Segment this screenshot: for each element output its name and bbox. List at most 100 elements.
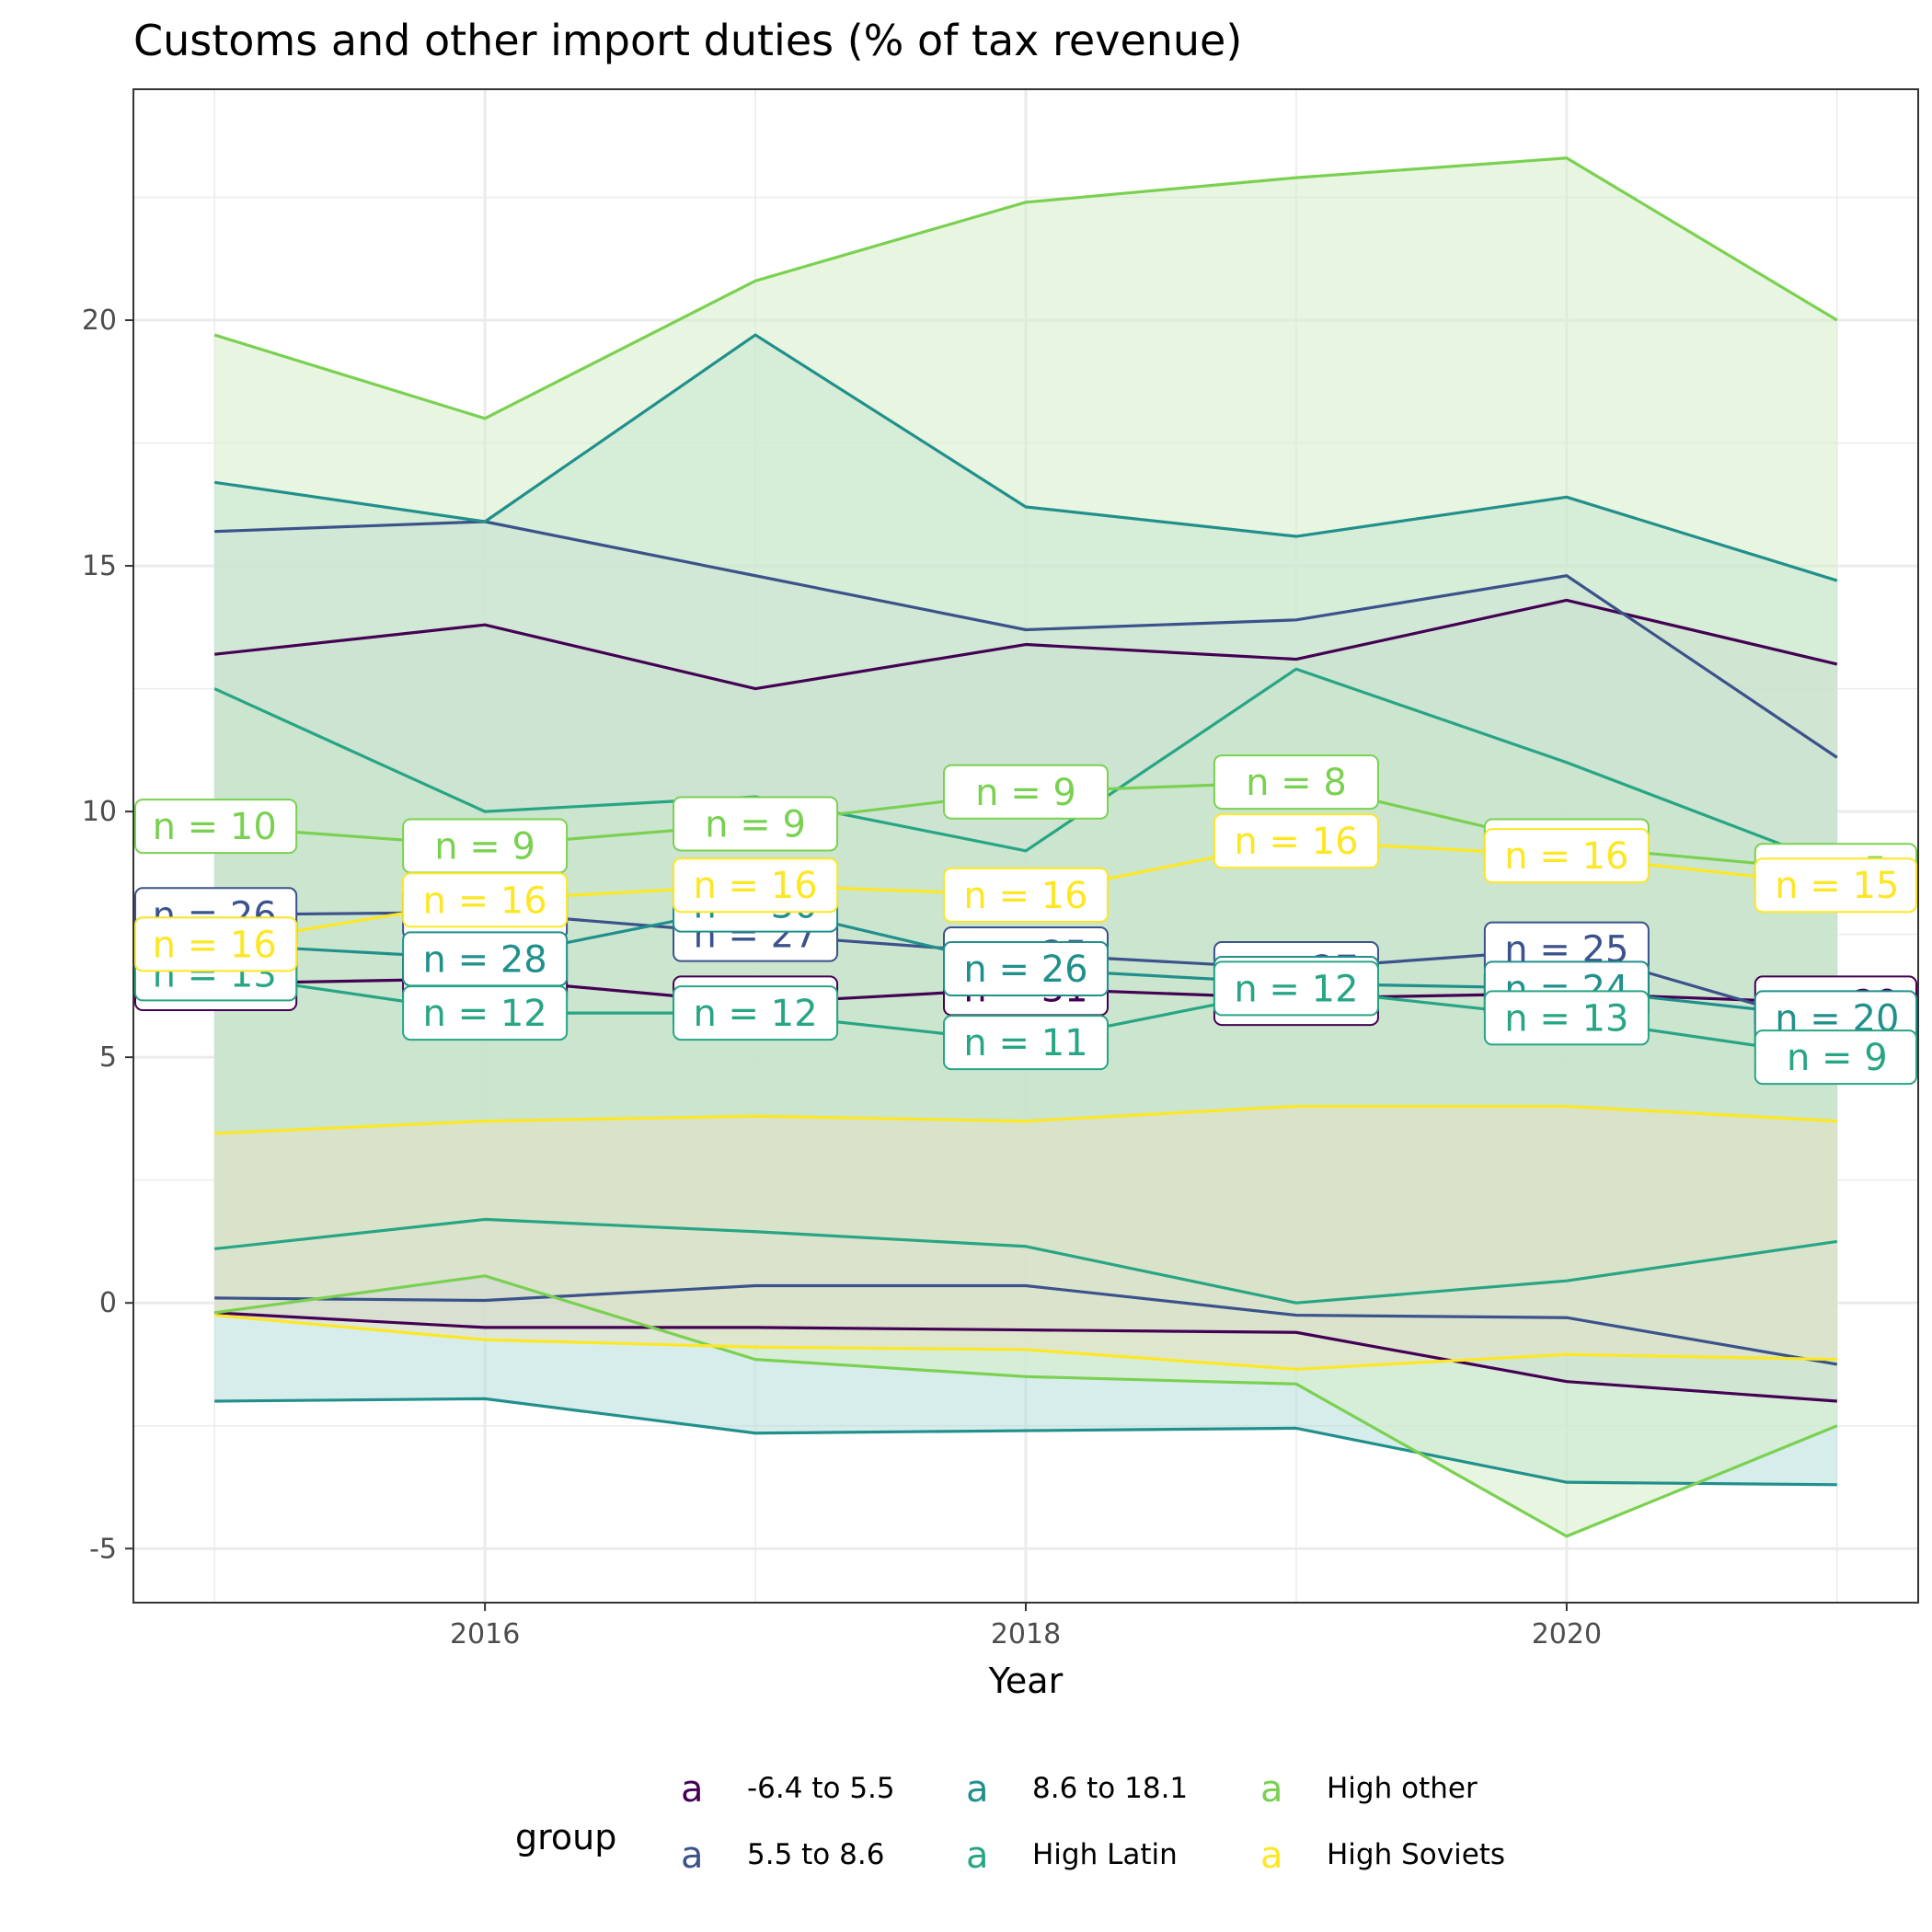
count-label: n = 26 [943, 941, 1109, 997]
count-label-text: n = 9 [1787, 1037, 1888, 1079]
count-label-box [943, 764, 1109, 820]
series-4-lower-line [213, 1274, 1838, 1538]
count-label-box [1213, 754, 1379, 811]
plot-area: n = 32n = 32n = 31n = 31n = 30n = 30n = … [132, 88, 1919, 1604]
legend-item: a High other [1260, 1768, 1478, 1811]
legend-label: 5.5 to 8.6 [747, 1838, 884, 1871]
count-label-box [134, 916, 298, 972]
legend-key-glyph: a [681, 1834, 704, 1877]
series-5-upper-line [214, 1104, 1837, 1135]
count-label: n = 10 [134, 799, 298, 855]
legend-label: 8.6 to 18.1 [1032, 1772, 1188, 1805]
count-label-text: n = 9 [434, 826, 535, 868]
series-0-upper-line [214, 598, 1838, 691]
count-label: n = 12 [402, 985, 569, 1041]
count-label-text: n = 9 [705, 803, 806, 845]
legend-item: a High Latin [966, 1834, 1178, 1877]
count-label-text: n = 26 [963, 949, 1087, 991]
count-label: n = 12 [1213, 960, 1379, 1017]
count-label-box [1754, 1029, 1918, 1086]
x-tick-label: 2016 [450, 1618, 520, 1650]
count-label: n = 9 [402, 818, 569, 874]
count-label-box [1213, 813, 1379, 869]
count-label-text: n = 28 [423, 938, 547, 981]
count-label: n = 16 [673, 857, 839, 914]
count-label: n = 16 [1483, 828, 1650, 884]
count-label: n = 9 [943, 764, 1109, 820]
series-2-lower-line [214, 1397, 1837, 1487]
count-label-text: n = 13 [1504, 997, 1628, 1040]
count-label: n = 28 [402, 931, 569, 987]
legend-item: a 8.6 to 18.1 [966, 1768, 1188, 1811]
count-label: n = 11 [943, 1015, 1109, 1071]
count-label-box [943, 1015, 1109, 1071]
count-label-text: n = 16 [153, 924, 277, 966]
series-4-upper-line [213, 156, 1838, 420]
legend-item: a -6.4 to 5.5 [681, 1768, 895, 1811]
series-1-lower-line [214, 1283, 1838, 1366]
count-label: n = 9 [673, 796, 839, 852]
legend-key-glyph: a [1260, 1768, 1283, 1811]
count-label: n = 13 [1483, 990, 1650, 1046]
count-label-text: n = 11 [963, 1022, 1087, 1064]
legend-key-glyph: a [966, 1768, 989, 1811]
count-label-box [134, 799, 298, 855]
count-label: n = 8 [1213, 754, 1379, 811]
series-2-upper-line [213, 333, 1838, 582]
legend-key-glyph: a [681, 1768, 704, 1811]
count-label-box [943, 941, 1109, 997]
count-label-text: n = 12 [423, 993, 547, 1035]
legend-label: High Latin [1032, 1838, 1178, 1871]
count-label: n = 9 [1754, 1029, 1918, 1086]
legend-key-glyph: a [1260, 1834, 1283, 1877]
chart-title: Customs and other import duties (% of ta… [133, 16, 1242, 65]
count-label-text: n = 16 [1504, 835, 1628, 878]
series-0-lower-line [214, 1311, 1837, 1403]
series-3-lower-line [214, 1217, 1838, 1305]
count-label: n = 15 [1754, 857, 1918, 914]
y-tick-label: 15 [82, 550, 117, 582]
legend-item: a High Soviets [1260, 1834, 1505, 1877]
legend-item: a 5.5 to 8.6 [681, 1834, 884, 1877]
x-tick-label: 2020 [1532, 1618, 1602, 1650]
y-tick-label: 5 [99, 1041, 117, 1074]
count-label: n = 12 [673, 985, 839, 1041]
legend-label: -6.4 to 5.5 [747, 1772, 895, 1805]
legend-title: group [515, 1817, 616, 1857]
x-tick-label: 2018 [991, 1618, 1061, 1650]
count-label-text: n = 9 [975, 772, 1076, 814]
count-label-box [1754, 857, 1918, 914]
legend-label: High Soviets [1327, 1838, 1505, 1871]
x-axis-title: Year [988, 1661, 1064, 1701]
count-label-box [402, 872, 569, 928]
count-label-box [673, 796, 839, 852]
y-tick-label: 20 [82, 305, 117, 337]
legend: group a -6.4 to 5.5 a 5.5 to 8.6 a 8.6 to 18.… [515, 1768, 1505, 1877]
ribbons [214, 157, 1837, 1536]
count-label-box [673, 985, 839, 1041]
count-label-box [943, 867, 1109, 923]
count-label-text: n = 16 [1234, 821, 1358, 863]
legend-label: High other [1327, 1772, 1478, 1805]
y-tick-label: 0 [99, 1287, 117, 1319]
y-tick-label: -5 [89, 1533, 117, 1565]
legend-items: a -6.4 to 5.5 a 5.5 to 8.6 a 8.6 to 18.1 a High… [681, 1768, 1505, 1877]
count-label: n = 16 [943, 867, 1109, 923]
count-label-text: n = 8 [1246, 762, 1347, 804]
count-label-text: n = 16 [423, 880, 547, 922]
y-axis-ticks: -5 0 5 10 15 20 [82, 305, 133, 1565]
count-label-box [402, 985, 569, 1041]
count-label-text: n = 16 [693, 865, 817, 907]
count-label-box [1213, 960, 1379, 1017]
count-label: n = 16 [402, 872, 569, 928]
y-tick-label: 10 [82, 796, 117, 828]
series-3-upper-line [213, 667, 1838, 868]
series-5-lower-line [214, 1313, 1837, 1371]
count-label-text: n = 16 [963, 875, 1087, 917]
legend-key-glyph: a [966, 1834, 989, 1877]
count-label-text: n = 10 [153, 806, 277, 848]
count-label: n = 16 [1213, 813, 1379, 869]
count-label-box [1483, 990, 1650, 1046]
count-label-text: n = 15 [1775, 865, 1899, 907]
